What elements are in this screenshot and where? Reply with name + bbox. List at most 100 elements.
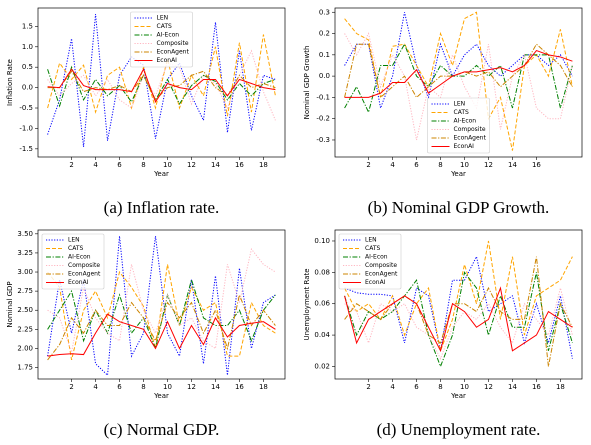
- legend-box: [338, 233, 402, 290]
- y-axis-label: Inflation Rate: [6, 59, 14, 106]
- series-line: [47, 14, 276, 147]
- x-tick-label: 6: [117, 161, 122, 169]
- x-tick-label: 2: [69, 383, 73, 391]
- series-line: [344, 43, 573, 114]
- x-tick-label: 10: [460, 161, 469, 169]
- y-tick-label: 2.25: [17, 325, 33, 333]
- y-tick-label: -1.0: [19, 124, 33, 132]
- series-line: [47, 236, 276, 377]
- legend-label: CATS: [365, 245, 380, 252]
- subplot: 2 4 6 8 10 12 14 16 18 1.75 2.00 2.25 2.50 2.75 3.00 3.…: [6, 229, 286, 439]
- legend-label: Composite: [365, 262, 397, 269]
- caption: (b) Nominal GDP Growth.: [368, 198, 550, 217]
- legend-label: CATS: [454, 109, 469, 116]
- y-tick-label: 0.2: [319, 30, 330, 38]
- series-line: [47, 34, 276, 117]
- subplot: 2 4 6 8 10 12 14 16 18 -1.5 -1.0 -0.5 0.0 0.5 1.0 1.5 Ye…: [6, 7, 286, 217]
- x-axis-label: Year: [153, 392, 169, 400]
- caption: (c) Normal GDP.: [104, 420, 220, 439]
- subplot: 2 4 6 8 10 12 14 16 18 0.02 0.04 0.06 0.08 0.10 Year Un…: [303, 229, 583, 439]
- series-line: [344, 32, 573, 141]
- x-tick-label: 4: [93, 383, 98, 391]
- x-tick-label: 6: [414, 161, 419, 169]
- plot-frame: [334, 7, 583, 158]
- legend-label: CATS: [157, 23, 172, 30]
- y-tick-label: 0.1: [319, 51, 330, 59]
- y-tick-label: 2.00: [17, 344, 33, 352]
- legend-label: LEN: [157, 15, 169, 22]
- legend-label: LEN: [454, 101, 466, 108]
- y-tick-label: 0.0: [22, 84, 33, 92]
- series-line: [344, 12, 573, 110]
- caption: (a) Inflation rate.: [104, 198, 220, 217]
- legend-label: AI-Econ: [365, 254, 388, 261]
- y-axis-label: Nominal GDP Growth: [303, 46, 311, 120]
- legend-label: EconAgent: [157, 49, 190, 56]
- x-axis-label: Year: [450, 392, 466, 400]
- legend-box: [427, 97, 490, 154]
- y-tick-label: 2.75: [17, 287, 33, 295]
- x-tick-label: 18: [556, 383, 565, 391]
- y-tick-label: 2.50: [17, 306, 33, 314]
- y-tick-label: 0.3: [319, 8, 330, 16]
- y-tick-label: -0.2: [316, 115, 330, 123]
- y-tick-label: 1.75: [17, 364, 33, 372]
- x-tick-label: 14: [508, 161, 517, 169]
- y-tick-label: 0.5: [22, 63, 33, 71]
- y-axis-label: Unemployment Rate: [303, 268, 311, 340]
- legend-label: EconAgent: [365, 271, 398, 278]
- legend-label: EconAI: [68, 279, 89, 286]
- x-axis-label: Year: [450, 170, 466, 178]
- x-tick-label: 2: [366, 383, 370, 391]
- x-tick-label: 12: [187, 383, 196, 391]
- x-tick-label: 4: [390, 161, 395, 169]
- x-tick-label: 8: [141, 161, 145, 169]
- x-tick-label: 6: [414, 383, 419, 391]
- series-line: [344, 256, 573, 367]
- x-tick-label: 14: [211, 383, 220, 391]
- y-tick-label: 1.5: [22, 22, 33, 30]
- y-tick-label: 0.0: [319, 72, 330, 80]
- caption: (d) Unemployment rate.: [377, 420, 541, 439]
- y-tick-label: 0.08: [314, 268, 330, 276]
- x-tick-label: 14: [508, 383, 517, 391]
- x-tick-label: 2: [69, 161, 73, 169]
- x-tick-label: 16: [532, 383, 541, 391]
- y-tick-label: 3.00: [17, 268, 33, 276]
- series-line: [344, 287, 573, 360]
- y-tick-label: 0.04: [314, 331, 330, 339]
- legend-label: AI-Econ: [68, 254, 91, 261]
- x-tick-label: 16: [532, 161, 541, 169]
- y-tick-label: 1.0: [22, 43, 33, 51]
- series-line: [47, 264, 276, 361]
- x-tick-label: 18: [259, 383, 268, 391]
- legend-label: AI-Econ: [157, 32, 180, 39]
- x-tick-label: 10: [163, 161, 172, 169]
- legend-label: Composite: [68, 262, 100, 269]
- series-line: [344, 271, 573, 368]
- legend-label: EconAI: [157, 57, 178, 64]
- x-tick-label: 18: [259, 161, 268, 169]
- x-tick-label: 8: [141, 383, 145, 391]
- y-tick-label: 0.06: [314, 300, 330, 308]
- plot-frame: [334, 229, 583, 380]
- legend-box: [130, 11, 193, 68]
- series-line: [344, 49, 573, 98]
- series-line: [47, 293, 276, 361]
- legend-label: LEN: [68, 237, 80, 244]
- y-tick-label: -1.5: [19, 145, 33, 153]
- x-tick-label: 4: [390, 383, 395, 391]
- legend-label: Composite: [157, 40, 189, 47]
- x-tick-label: 8: [438, 161, 442, 169]
- plot-frame: [37, 7, 286, 158]
- series-line: [47, 68, 276, 103]
- legend-label: Composite: [454, 126, 486, 133]
- x-tick-label: 12: [484, 383, 493, 391]
- y-tick-label: -0.3: [316, 136, 330, 144]
- series-line: [47, 247, 276, 355]
